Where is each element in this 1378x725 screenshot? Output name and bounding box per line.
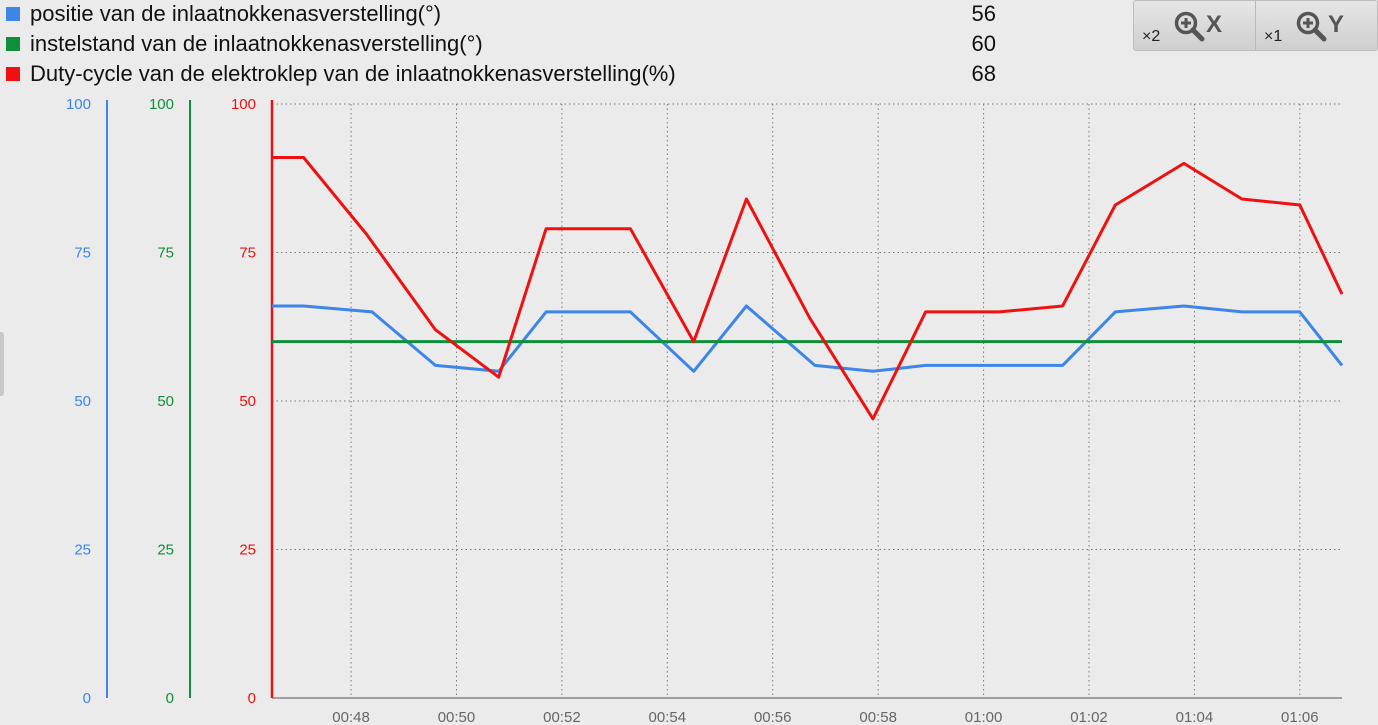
y-tick-label: 0 [166, 690, 174, 707]
series-line-0 [272, 304, 1344, 373]
zoom-x-axis-label: X [1206, 11, 1223, 38]
series-line-2 [272, 156, 1344, 421]
x-tick-label: 01:04 [1176, 709, 1214, 725]
legend-swatch-setpoint [6, 37, 20, 51]
legend-item-position: positie van de inlaatnokkenasverstelling… [0, 0, 1010, 30]
zoom-x-multiplier: ×2 [1142, 28, 1161, 45]
side-drawer-handle[interactable] [0, 332, 4, 396]
y-tick-label: 0 [248, 690, 256, 707]
legend-label-setpoint: instelstand van de inlaatnokkenasverstel… [30, 31, 483, 56]
x-tick-label: 00:56 [754, 709, 792, 725]
zoom-y-button[interactable]: ×1 Y [1255, 1, 1377, 50]
legend-item-duty-cycle: Duty-cycle van de elektroklep van de inl… [0, 60, 1010, 90]
zoom-in-icon [1296, 11, 1327, 42]
legend-swatch-position [6, 7, 20, 21]
legend-value-duty-cycle: 68 [971, 61, 996, 86]
zoom-y-axis-label: Y [1328, 11, 1345, 38]
zoom-in-icon [1174, 11, 1205, 42]
y-tick-label: 75 [239, 245, 256, 262]
x-tick-label: 01:00 [965, 709, 1003, 725]
y-tick-label: 50 [157, 393, 174, 410]
zoom-controls: ×2 X ×1 Y [1133, 0, 1378, 51]
legend-label-duty-cycle: Duty-cycle van de elektroklep van de inl… [30, 61, 676, 86]
zoom-y-multiplier: ×1 [1264, 28, 1283, 45]
legend-value-position: 56 [971, 1, 996, 26]
y-tick-label: 75 [74, 245, 91, 262]
y-tick-label: 75 [157, 245, 174, 262]
x-tick-label: 00:50 [438, 709, 476, 725]
legend-item-setpoint: instelstand van de inlaatnokkenasverstel… [0, 30, 1010, 60]
x-tick-label: 00:52 [543, 709, 581, 725]
x-tick-label: 00:58 [859, 709, 897, 725]
y-tick-label: 100 [231, 96, 256, 113]
y-tick-label: 50 [74, 393, 91, 410]
y-tick-label: 25 [239, 542, 256, 559]
x-tick-label: 01:02 [1070, 709, 1108, 725]
x-tick-label: 00:54 [649, 709, 687, 725]
y-tick-label: 100 [149, 96, 174, 113]
y-tick-label: 50 [239, 393, 256, 410]
zoom-x-button[interactable]: ×2 X [1134, 1, 1255, 50]
legend-label-position: positie van de inlaatnokkenasverstelling… [30, 1, 442, 26]
y-tick-label: 0 [83, 690, 91, 707]
y-tick-label: 25 [157, 542, 174, 559]
y-tick-label: 25 [74, 542, 91, 559]
legend-swatch-duty-cycle [6, 67, 20, 81]
legend-value-setpoint: 60 [971, 31, 996, 56]
x-tick-label: 01:06 [1281, 709, 1319, 725]
x-tick-label: 00:48 [332, 709, 370, 725]
y-tick-label: 100 [66, 96, 91, 113]
